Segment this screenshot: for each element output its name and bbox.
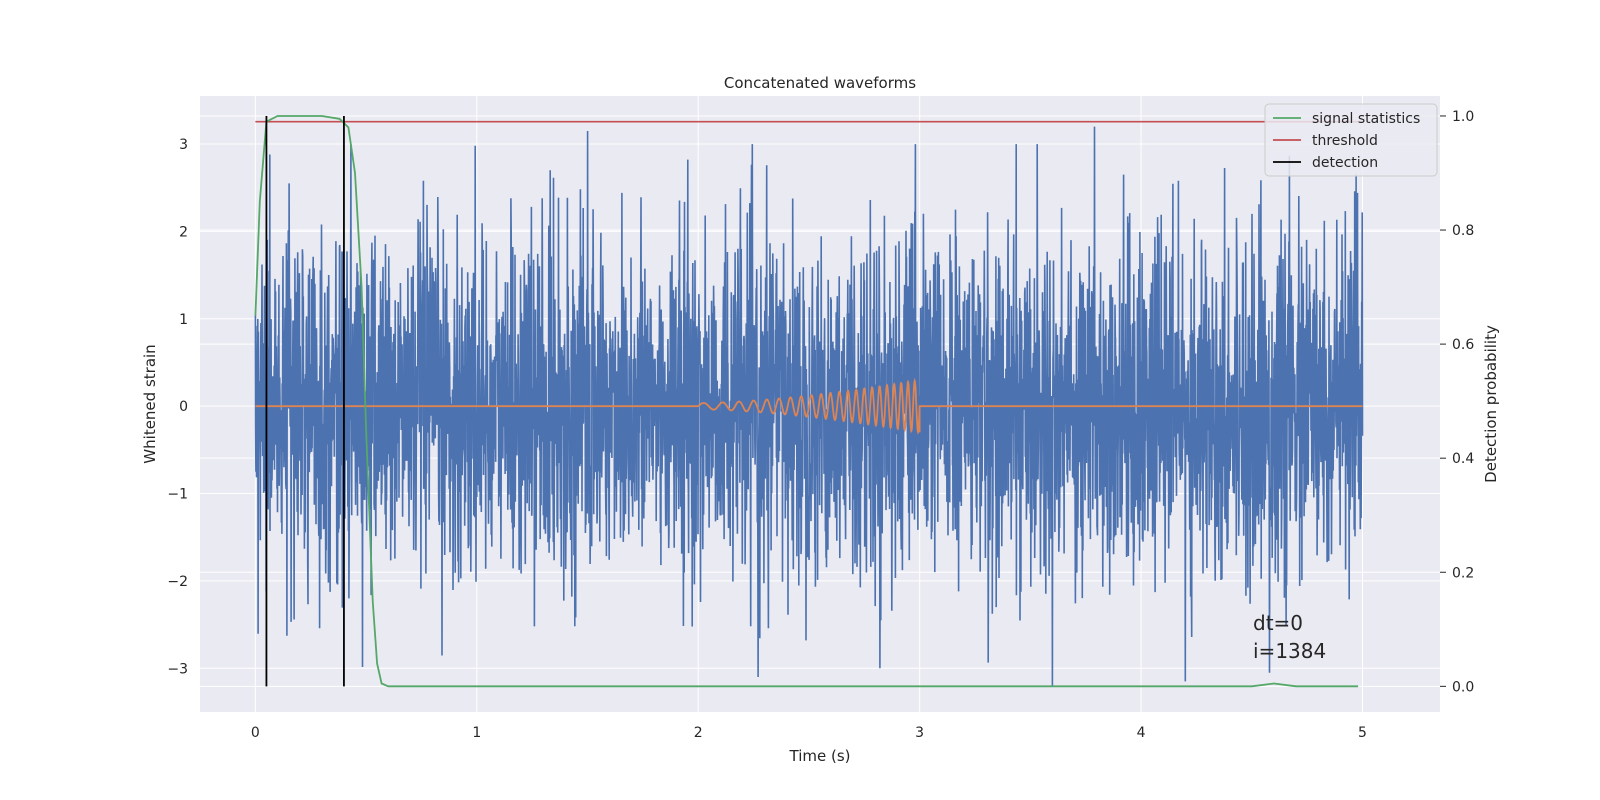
plot-area <box>254 115 1364 688</box>
y-tick-label-right: 1.0 <box>1452 109 1474 125</box>
y-tick-label: 0 <box>179 399 188 415</box>
annotation-i: i=1384 <box>1253 639 1326 663</box>
x-tick-label: 3 <box>915 725 924 741</box>
legend: signal statistics threshold detection <box>1264 103 1438 177</box>
x-tick-label: 1 <box>472 725 481 741</box>
y-tick-label: −1 <box>167 487 188 503</box>
x-tick-label: 5 <box>1358 725 1367 741</box>
axes: 0 1 2 3 4 5 −3 −2 −1 0 1 2 3 0.0 0.2 0.4 0.6 0.8 1.0 <box>167 109 1474 741</box>
legend-label: threshold <box>1312 133 1378 149</box>
legend-label: detection <box>1312 155 1378 171</box>
y-axis-label: Whitened strain <box>141 344 159 463</box>
y-tick-label: 1 <box>179 312 188 328</box>
y-tick-label-right: 0.8 <box>1452 223 1474 239</box>
y-axis-label-right: Detection probability <box>1482 325 1500 483</box>
x-tick-label: 0 <box>251 725 260 741</box>
chirp-waveform-line <box>255 377 1363 435</box>
y-tick-label-right: 0.0 <box>1452 679 1474 695</box>
x-tick-label: 2 <box>694 725 703 741</box>
y-tick-label: 2 <box>179 224 188 240</box>
legend-box <box>1264 103 1438 177</box>
strain-noise-line <box>254 126 1364 686</box>
legend-label: signal statistics <box>1312 111 1420 127</box>
y-tick-label-right: 0.4 <box>1452 451 1474 467</box>
x-axis-label: Time (s) <box>789 747 851 765</box>
annotation: dt=0 i=1384 <box>1253 611 1326 663</box>
y-tick-label: −2 <box>167 574 188 590</box>
x-tick-label: 4 <box>1137 725 1146 741</box>
y-tick-label: −3 <box>167 661 188 677</box>
y-tick-label-right: 0.6 <box>1452 337 1474 353</box>
chart-title: Concatenated waveforms <box>724 74 916 92</box>
y-tick-label-right: 0.2 <box>1452 565 1474 581</box>
y-tick-label: 3 <box>179 137 188 153</box>
annotation-dt: dt=0 <box>1253 611 1303 635</box>
signal-statistics-line <box>254 115 1359 688</box>
